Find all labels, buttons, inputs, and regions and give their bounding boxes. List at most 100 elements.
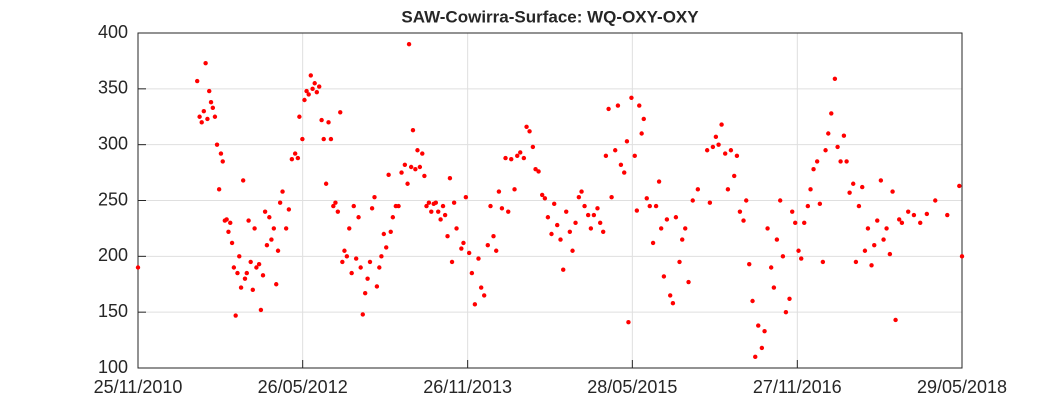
point [790,209,795,214]
point [582,203,587,209]
point [292,151,298,156]
point [756,323,761,328]
point [716,142,721,147]
point [408,164,414,170]
y-tick-label: 150 [98,301,128,321]
point [304,88,309,94]
point [360,312,365,317]
point [283,226,289,231]
point [695,187,701,192]
point [485,242,490,248]
point [212,114,218,119]
point [481,293,487,298]
point [661,274,667,279]
point [793,220,798,226]
point [410,127,416,133]
point [258,307,264,313]
point [732,173,737,179]
point [218,151,224,156]
point [454,226,459,231]
point [829,111,834,116]
point [762,328,767,334]
y-tick-label: 300 [98,133,128,153]
point [549,231,554,237]
point [203,60,208,66]
point [424,203,429,209]
point [536,169,541,174]
y-tick-label: 200 [98,245,128,265]
point [567,229,573,234]
point [365,276,370,281]
point [277,200,283,205]
point [323,181,329,186]
point [656,179,662,184]
point [254,265,259,270]
point [374,284,380,289]
point [214,142,220,147]
point [195,78,200,84]
point [351,203,356,209]
point [308,73,313,78]
point [349,270,354,276]
point [208,100,214,105]
point [515,153,520,159]
point [237,254,242,259]
point [321,136,326,142]
point [406,41,412,47]
point [899,220,905,226]
point [741,218,746,223]
point [768,265,774,270]
x-tick-label: 28/05/2015 [587,377,677,397]
point [488,203,493,209]
point [491,234,496,239]
point [890,189,895,194]
y-tick-label: 100 [98,357,128,377]
point [312,81,317,86]
point [774,237,780,242]
point [248,259,253,265]
x-tick-label: 26/05/2012 [258,377,348,397]
point [231,265,237,270]
point [372,194,377,200]
point [725,187,731,192]
point [275,248,281,253]
point [641,116,646,122]
point [847,190,852,195]
point [780,254,786,259]
point [494,248,499,253]
point [506,209,511,214]
point [442,212,448,218]
point [765,226,770,231]
point [433,200,439,205]
point [561,267,566,272]
point [207,88,212,94]
point [300,136,305,142]
point [512,187,517,192]
point [463,194,469,200]
point [369,206,375,211]
point [552,201,557,207]
point [297,114,302,119]
point [344,254,350,259]
point [911,212,917,218]
point [545,215,551,220]
point [722,151,728,156]
point [811,167,816,172]
point [820,259,826,265]
point [381,231,387,237]
point [650,240,656,246]
point [835,144,840,150]
point [629,95,634,100]
point [135,265,141,270]
point [555,222,560,228]
point [639,131,644,136]
point [319,117,324,123]
point [814,159,820,164]
point [817,201,823,207]
point [302,97,307,103]
point [853,259,859,265]
point [710,144,716,150]
point [576,194,582,200]
point [690,198,695,203]
point [289,156,295,162]
